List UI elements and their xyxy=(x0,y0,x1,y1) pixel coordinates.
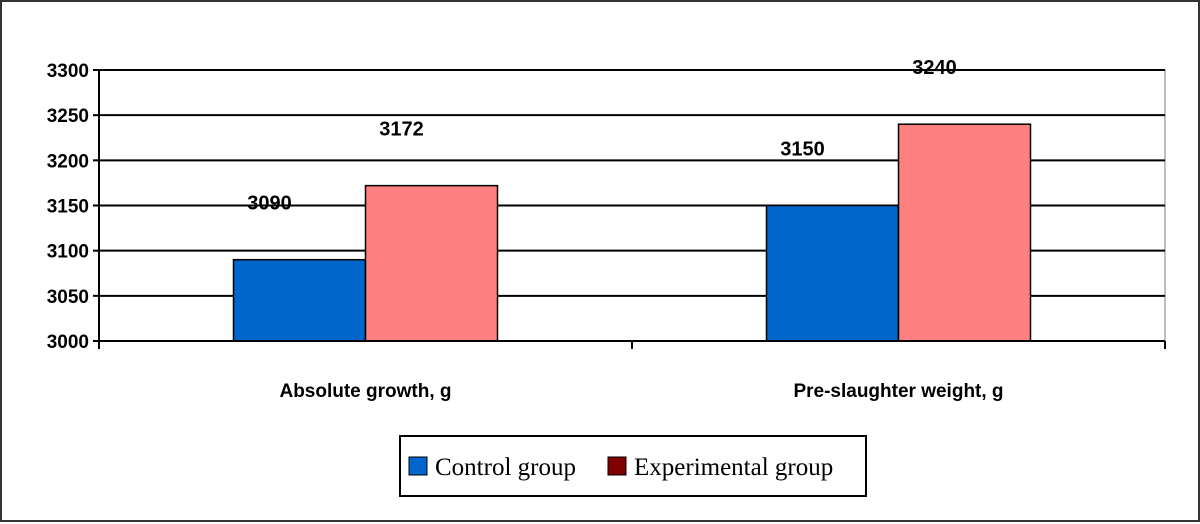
y-tick-label: 3200 xyxy=(47,151,89,172)
y-tick-label: 3050 xyxy=(47,287,89,308)
y-axis-ticks: 3000 3050 3100 3150 3200 3250 3300 xyxy=(47,61,99,353)
y-tick-label: 3150 xyxy=(47,197,89,218)
data-labels: 3090 3172 3150 3240 xyxy=(247,57,957,215)
data-label: 3172 xyxy=(379,119,424,141)
data-label: 3150 xyxy=(780,139,825,161)
legend-label: Experimental group xyxy=(634,454,833,481)
y-tick-label: 3300 xyxy=(47,61,89,82)
legend-swatch-control-group xyxy=(408,456,428,476)
bar-experimental-group-1 xyxy=(364,184,499,342)
legend-box xyxy=(399,435,867,497)
y-tick-label: 3000 xyxy=(47,332,89,353)
legend: Control group Experimental group xyxy=(399,435,867,497)
x-category-label: Absolute growth, g xyxy=(279,381,451,402)
x-axis-ticks: Absolute growth, g Pre-slaughter weight, … xyxy=(98,341,1166,402)
legend-swatch-experimental-group xyxy=(607,456,627,476)
y-tick-label: 3250 xyxy=(47,106,89,127)
legend-label: Control group xyxy=(435,454,576,481)
data-label: 3090 xyxy=(247,193,292,215)
y-tick-label: 3100 xyxy=(47,242,89,263)
data-label: 3240 xyxy=(912,57,957,79)
bar-control-group-2 xyxy=(765,204,900,342)
bars xyxy=(232,123,1032,342)
bar-experimental-group-2 xyxy=(897,123,1032,342)
bar-control-group-1 xyxy=(232,258,367,342)
x-category-label: Pre-slaughter weight, g xyxy=(793,381,1003,402)
